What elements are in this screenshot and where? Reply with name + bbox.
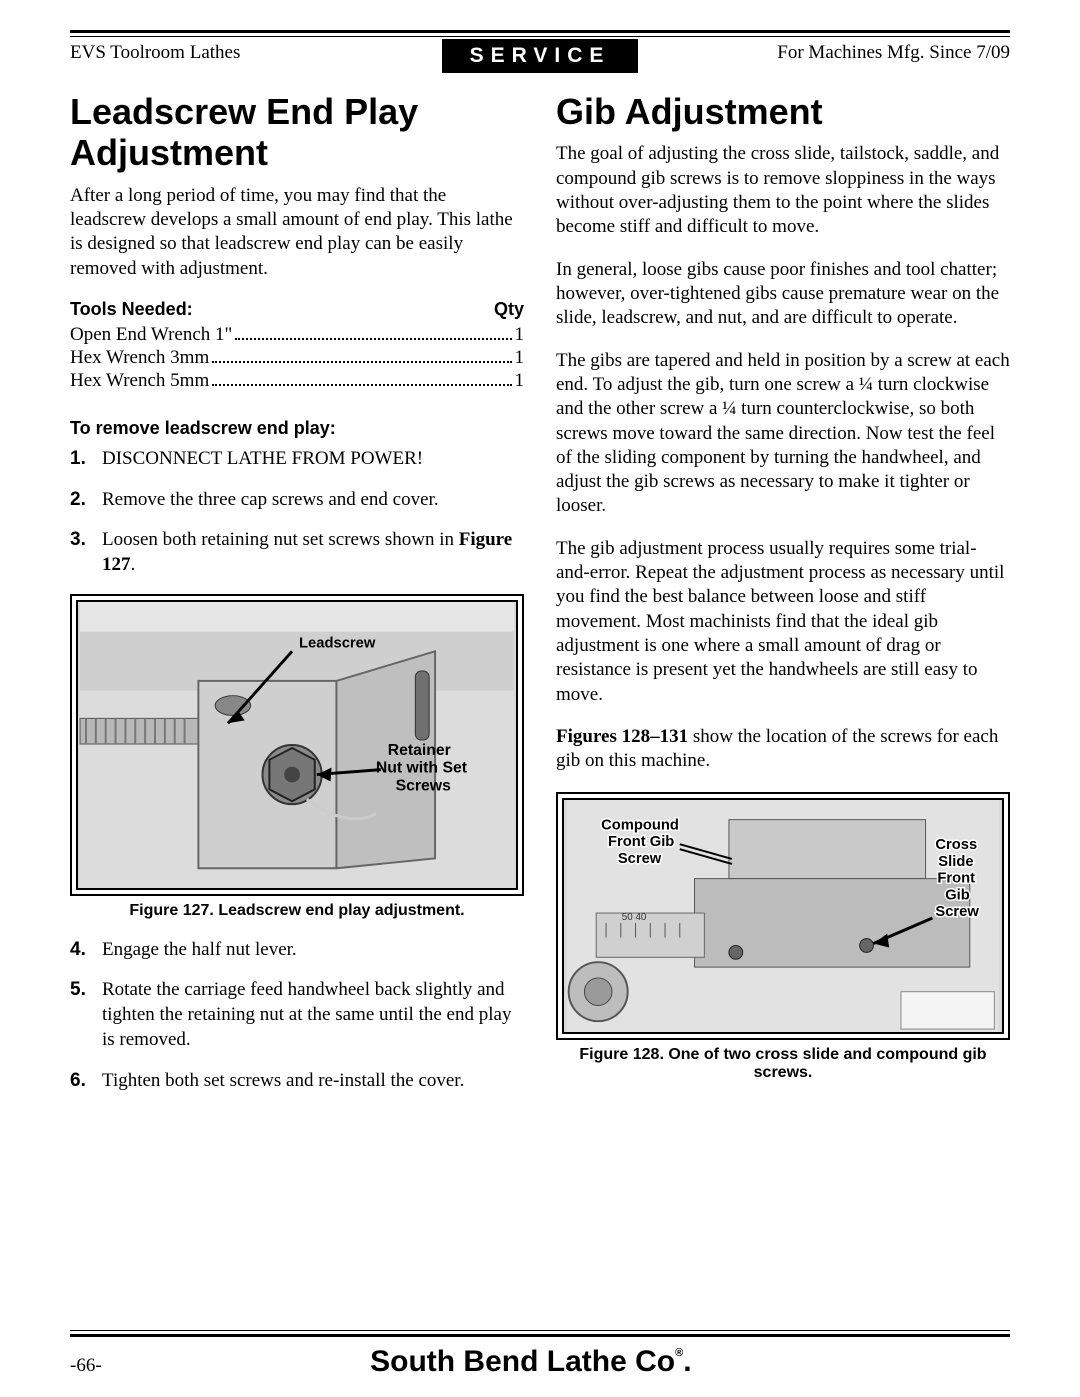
svg-text:50 40: 50 40 — [622, 912, 647, 923]
figure-127-box: Leadscrew Retainer Nut with Set Screws — [70, 594, 524, 896]
figure-127-caption: Figure 127. Leadscrew end play adjustmen… — [70, 902, 524, 920]
step-item: 2. Remove the three cap screws and end c… — [70, 488, 524, 513]
svg-text:Retainer: Retainer — [388, 742, 451, 759]
right-para: The gib adjustment process usually requi… — [556, 537, 1010, 707]
page-header: EVS Toolroom Lathes SERVICE For Machines… — [70, 39, 1010, 73]
right-title: Gib Adjustment — [556, 91, 1010, 132]
step-text: Loosen both retaining nut set screws sho… — [102, 528, 524, 577]
header-center-badge: SERVICE — [442, 39, 639, 73]
figure-128-caption: Figure 128. One of two cross slide and c… — [556, 1046, 1010, 1082]
tool-row: Open End Wrench 1" 1 — [70, 324, 524, 346]
step-number: 4. — [70, 938, 102, 963]
step-number: 6. — [70, 1069, 102, 1094]
tool-qty: 1 — [515, 324, 525, 346]
leader-dots — [212, 361, 511, 363]
right-para: The gibs are tapered and held in positio… — [556, 349, 1010, 519]
tool-name: Hex Wrench 3mm — [70, 347, 209, 369]
svg-text:Leadscrew: Leadscrew — [299, 635, 376, 651]
svg-text:Front: Front — [937, 870, 975, 886]
step-text: Tighten both set screws and re-install t… — [102, 1069, 464, 1094]
step-item: 3. Loosen both retaining nut set screws … — [70, 528, 524, 577]
page-number: -66- — [70, 1355, 102, 1377]
figure-127-image: Leadscrew Retainer Nut with Set Screws — [76, 600, 518, 890]
steps-list-b: 4. Engage the half nut lever. 5. Rotate … — [70, 938, 524, 1093]
page-footer: -66- South Bend Lathe Co®. — [70, 1345, 1010, 1379]
svg-text:Gib: Gib — [945, 887, 970, 903]
procedure-head: To remove leadscrew end play: — [70, 418, 524, 439]
step-text: DISCONNECT LATHE FROM POWER! — [102, 447, 423, 472]
company-name: South Bend Lathe Co®. — [102, 1345, 960, 1379]
step-number: 5. — [70, 978, 102, 1052]
step-item: 1. DISCONNECT LATHE FROM POWER! — [70, 447, 524, 472]
content-columns: Leadscrew End Play Adjustment After a lo… — [70, 91, 1010, 1109]
svg-text:Screws: Screws — [396, 777, 451, 794]
step-item: 6. Tighten both set screws and re-instal… — [70, 1069, 524, 1094]
svg-text:Front Gib: Front Gib — [608, 834, 674, 850]
step-number: 1. — [70, 447, 102, 472]
left-intro: After a long period of time, you may fin… — [70, 184, 524, 281]
left-title: Leadscrew End Play Adjustment — [70, 91, 524, 174]
tool-row: Hex Wrench 5mm 1 — [70, 370, 524, 392]
steps-list-a: 1. DISCONNECT LATHE FROM POWER! 2. Remov… — [70, 447, 524, 578]
tool-row: Hex Wrench 3mm 1 — [70, 347, 524, 369]
tools-header: Tools Needed: Qty — [70, 299, 524, 320]
step-text: Engage the half nut lever. — [102, 938, 297, 963]
step-item: 4. Engage the half nut lever. — [70, 938, 524, 963]
top-rule — [70, 30, 1010, 37]
step-item: 5. Rotate the carriage feed handwheel ba… — [70, 978, 524, 1052]
step-number: 2. — [70, 488, 102, 513]
right-column: Gib Adjustment The goal of adjusting the… — [556, 91, 1010, 1109]
leader-dots — [212, 384, 511, 386]
right-para-figref: Figures 128–131 show the location of the… — [556, 725, 1010, 774]
figure-128-box: 50 40 Compound Front Gib Screw Cross Sl — [556, 792, 1010, 1040]
step-text: Rotate the carriage feed handwheel back … — [102, 978, 524, 1052]
step-number: 3. — [70, 528, 102, 577]
tool-qty: 1 — [515, 370, 525, 392]
header-left: EVS Toolroom Lathes — [70, 39, 442, 73]
tool-name: Hex Wrench 5mm — [70, 370, 209, 392]
left-column: Leadscrew End Play Adjustment After a lo… — [70, 91, 524, 1109]
svg-text:Cross: Cross — [935, 837, 977, 853]
svg-text:Compound: Compound — [601, 817, 679, 833]
tools-header-left: Tools Needed: — [70, 299, 193, 320]
tools-header-right: Qty — [494, 299, 524, 320]
right-para: In general, loose gibs cause poor finish… — [556, 258, 1010, 331]
svg-text:Screw: Screw — [935, 904, 979, 920]
svg-text:Screw: Screw — [618, 850, 662, 866]
tool-name: Open End Wrench 1" — [70, 324, 232, 346]
leader-dots — [235, 338, 511, 340]
header-right: For Machines Mfg. Since 7/09 — [638, 39, 1010, 73]
registered-mark: ® — [675, 1347, 683, 1359]
figure-128-image: 50 40 Compound Front Gib Screw Cross Sl — [562, 798, 1004, 1034]
bottom-rule — [70, 1330, 1010, 1337]
right-para: The goal of adjusting the cross slide, t… — [556, 142, 1010, 239]
svg-text:Slide: Slide — [938, 853, 973, 869]
step-text: Remove the three cap screws and end cove… — [102, 488, 439, 513]
tool-qty: 1 — [515, 347, 525, 369]
svg-text:Nut with Set: Nut with Set — [376, 759, 468, 776]
